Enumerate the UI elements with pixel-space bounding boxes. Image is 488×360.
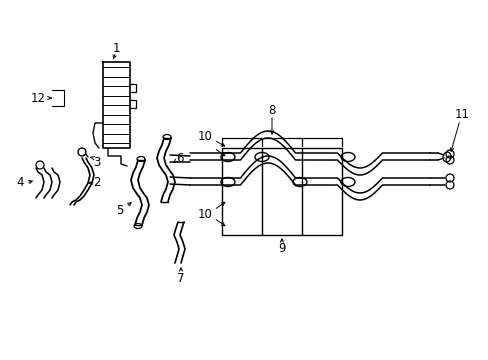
Text: 3: 3 [93,156,101,168]
Text: 6: 6 [176,152,183,165]
Text: 7: 7 [177,271,184,284]
Text: 11: 11 [453,108,468,122]
Text: 10: 10 [197,130,212,144]
Text: 5: 5 [116,203,123,216]
Text: 9: 9 [278,242,285,255]
Text: 4: 4 [16,176,24,189]
Text: 10: 10 [197,208,212,221]
Text: 1: 1 [112,41,120,54]
Text: 8: 8 [268,104,275,117]
Text: 12: 12 [30,91,45,104]
Text: 2: 2 [93,176,101,189]
